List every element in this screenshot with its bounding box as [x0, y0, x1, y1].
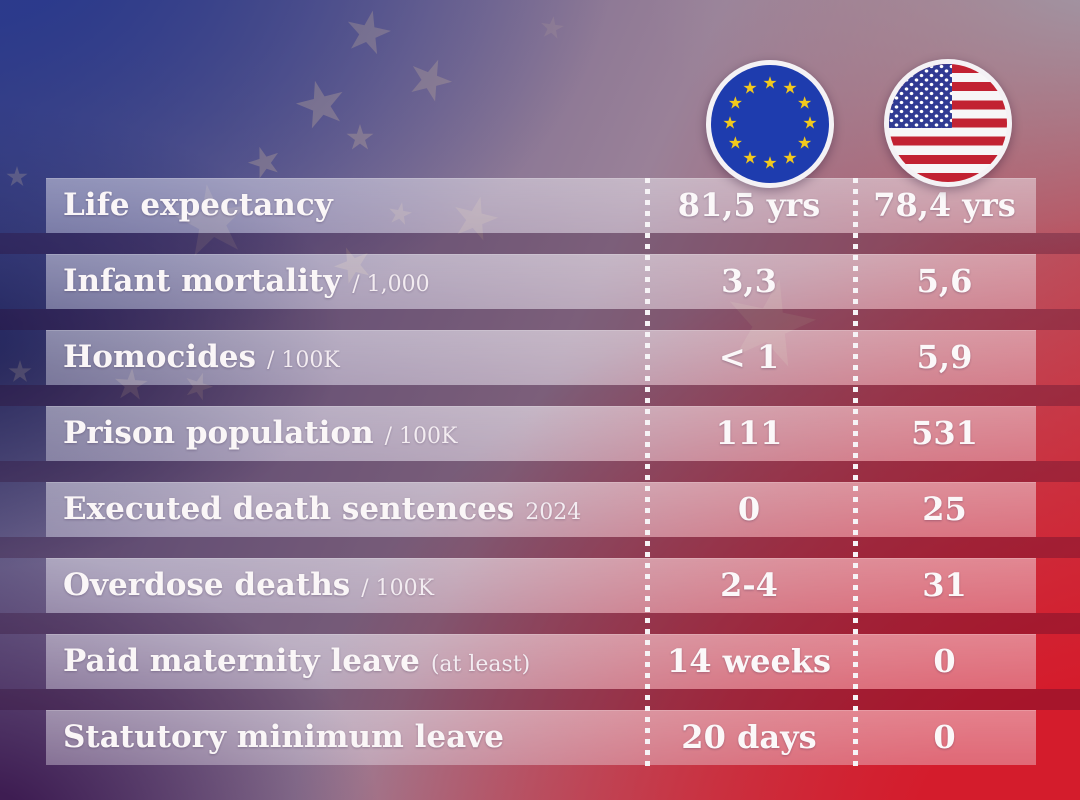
us-flag-icon	[884, 59, 1012, 187]
row-label: Paid maternity leave	[63, 643, 420, 679]
row-label: Overdose deaths	[63, 567, 351, 603]
table-row: Overdose deaths / 100K 2-4 31	[46, 558, 1036, 613]
row-gap-stripe	[0, 461, 1080, 482]
star-decoration	[538, 14, 565, 41]
us-value: 25	[922, 490, 967, 528]
row-gap-stripe	[0, 689, 1080, 710]
us-flag-canton	[889, 64, 952, 128]
eu-star-icon: ★	[782, 148, 798, 169]
comparison-table: Life expectancy 81,5 yrs 78,4 yrs Infant…	[46, 178, 1036, 786]
table-row: Infant mortality / 1,000 3,3 5,6	[46, 254, 1036, 309]
row-gap-stripe	[0, 537, 1080, 558]
us-value: 0	[933, 718, 956, 756]
us-value: 78,4 yrs	[873, 186, 1016, 224]
eu-value: 0	[737, 490, 761, 528]
us-value: 0	[933, 642, 956, 680]
table-row: Life expectancy 81,5 yrs 78,4 yrs	[46, 178, 1036, 233]
eu-flag-icon: ★ ★ ★ ★ ★ ★ ★ ★ ★ ★ ★ ★	[706, 60, 834, 188]
eu-value: < 1	[718, 338, 780, 376]
row-label-cell: Infant mortality / 1,000	[46, 255, 645, 309]
row-label: Infant mortality	[63, 263, 342, 299]
row-label-cell: Executed death sentences 2024	[46, 483, 645, 537]
row-qualifier: / 100K	[361, 576, 435, 601]
row-label-cell: Life expectancy	[46, 179, 645, 233]
eu-value: 81,5 yrs	[677, 186, 821, 224]
eu-star-icon: ★	[762, 153, 778, 174]
eu-value: 3,3	[721, 262, 777, 300]
star-decoration	[8, 360, 32, 382]
column-divider-dotted-line	[853, 178, 858, 766]
row-gap-stripe	[0, 613, 1080, 634]
table-row: Homocides / 100K < 1 5,9	[46, 330, 1036, 385]
row-qualifier: / 100K	[266, 348, 340, 373]
row-gap-stripe	[0, 385, 1080, 406]
eu-star-icon: ★	[727, 133, 743, 154]
row-label: Statutory minimum leave	[63, 719, 504, 755]
star-decoration	[346, 124, 374, 150]
row-label-cell: Prison population / 100K	[46, 407, 645, 461]
row-label-cell: Paid maternity leave (at least)	[46, 635, 645, 689]
row-qualifier: 2024	[525, 500, 582, 525]
row-qualifier: / 100K	[384, 424, 458, 449]
star-decoration	[291, 75, 352, 136]
table-row: Executed death sentences 2024 0 25	[46, 482, 1036, 537]
eu-star-icon: ★	[797, 93, 813, 114]
eu-flag-star-circle: ★ ★ ★ ★ ★ ★ ★ ★ ★ ★ ★ ★	[711, 65, 829, 183]
us-value: 5,6	[916, 262, 973, 300]
eu-value: 14 weeks	[666, 642, 832, 680]
us-value: 531	[911, 414, 978, 452]
row-qualifier: / 1,000	[352, 272, 430, 297]
eu-value: 20 days	[681, 718, 817, 756]
row-label-cell: Overdose deaths / 100K	[46, 559, 645, 613]
eu-star-icon: ★	[782, 78, 798, 99]
row-label-cell: Homocides / 100K	[46, 331, 645, 385]
row-label: Homocides	[63, 339, 256, 375]
eu-value: 111	[715, 414, 783, 452]
eu-star-icon: ★	[742, 148, 758, 169]
us-value: 31	[922, 566, 967, 604]
row-gap-stripe	[0, 309, 1080, 330]
star-decoration	[341, 6, 396, 61]
row-qualifier: (at least)	[430, 652, 531, 677]
row-label-cell: Statutory minimum leave	[46, 711, 645, 765]
table-row: Statutory minimum leave 20 days 0	[46, 710, 1036, 765]
row-label: Prison population	[63, 415, 374, 451]
eu-star-icon: ★	[727, 93, 743, 114]
row-gap-stripe	[0, 233, 1080, 254]
eu-star-icon: ★	[802, 113, 818, 134]
row-label: Life expectancy	[63, 187, 333, 223]
star-decoration	[401, 51, 458, 108]
eu-star-icon: ★	[742, 78, 758, 99]
eu-value: 2-4	[720, 566, 778, 604]
us-flag-stripes	[889, 64, 1007, 182]
eu-star-icon: ★	[762, 73, 778, 94]
column-divider-dotted-line	[645, 178, 650, 766]
table-row: Prison population / 100K 111 531	[46, 406, 1036, 461]
row-label: Executed death sentences	[63, 491, 515, 527]
eu-star-icon: ★	[722, 113, 738, 134]
table-row: Paid maternity leave (at least) 14 weeks …	[46, 634, 1036, 689]
eu-star-icon: ★	[797, 133, 813, 154]
star-decoration	[6, 166, 28, 187]
us-value: 5,9	[916, 338, 973, 376]
